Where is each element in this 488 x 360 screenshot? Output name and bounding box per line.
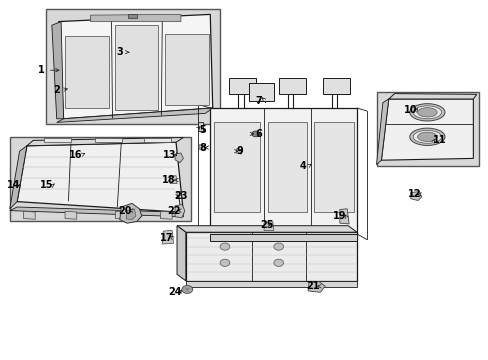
Polygon shape xyxy=(120,203,142,223)
Ellipse shape xyxy=(409,128,444,145)
Polygon shape xyxy=(90,14,181,22)
Polygon shape xyxy=(65,211,77,219)
Text: 4: 4 xyxy=(299,161,306,171)
Text: 22: 22 xyxy=(166,206,180,216)
Polygon shape xyxy=(278,78,305,94)
Polygon shape xyxy=(57,108,212,122)
Polygon shape xyxy=(264,222,273,230)
Text: 15: 15 xyxy=(40,180,53,190)
Bar xyxy=(46,9,220,124)
Polygon shape xyxy=(185,232,356,281)
Polygon shape xyxy=(10,146,27,209)
Text: 3: 3 xyxy=(116,47,123,57)
Circle shape xyxy=(273,259,283,266)
Polygon shape xyxy=(175,204,184,218)
Polygon shape xyxy=(170,176,177,184)
Polygon shape xyxy=(177,226,356,232)
Text: 12: 12 xyxy=(407,189,421,199)
Circle shape xyxy=(220,243,229,250)
Polygon shape xyxy=(249,83,273,101)
Text: 1: 1 xyxy=(38,65,45,75)
Text: 18: 18 xyxy=(162,175,175,185)
Polygon shape xyxy=(115,211,127,219)
Text: 14: 14 xyxy=(7,180,20,190)
Text: 7: 7 xyxy=(255,96,262,106)
Polygon shape xyxy=(267,122,306,212)
Ellipse shape xyxy=(417,108,436,117)
Text: 24: 24 xyxy=(167,287,181,297)
Polygon shape xyxy=(23,211,35,219)
Polygon shape xyxy=(160,211,172,219)
Polygon shape xyxy=(115,25,158,110)
Polygon shape xyxy=(236,149,241,154)
Polygon shape xyxy=(339,209,348,224)
Polygon shape xyxy=(381,99,472,160)
Text: 17: 17 xyxy=(159,233,173,243)
Polygon shape xyxy=(65,36,108,108)
Polygon shape xyxy=(162,230,173,244)
Polygon shape xyxy=(388,94,476,99)
Text: 9: 9 xyxy=(236,146,243,156)
Text: 13: 13 xyxy=(163,150,177,160)
Circle shape xyxy=(273,243,283,250)
Polygon shape xyxy=(128,14,137,18)
Polygon shape xyxy=(175,153,183,163)
Text: 2: 2 xyxy=(53,85,60,95)
Ellipse shape xyxy=(412,106,441,119)
Text: 21: 21 xyxy=(305,281,319,291)
Polygon shape xyxy=(198,122,203,131)
Polygon shape xyxy=(44,138,71,142)
Polygon shape xyxy=(214,122,260,212)
Polygon shape xyxy=(314,122,353,212)
Polygon shape xyxy=(228,78,255,94)
Text: 8: 8 xyxy=(199,143,206,153)
Polygon shape xyxy=(95,138,122,142)
Ellipse shape xyxy=(417,132,436,141)
Text: 25: 25 xyxy=(259,220,273,230)
Polygon shape xyxy=(144,138,171,142)
Polygon shape xyxy=(177,226,185,281)
Text: 20: 20 xyxy=(118,206,131,216)
Polygon shape xyxy=(27,138,183,146)
Polygon shape xyxy=(177,192,181,196)
Polygon shape xyxy=(185,281,356,287)
Polygon shape xyxy=(52,22,63,119)
Circle shape xyxy=(220,259,229,266)
Text: 6: 6 xyxy=(255,129,262,139)
Polygon shape xyxy=(410,192,421,201)
Polygon shape xyxy=(165,34,209,105)
Text: 16: 16 xyxy=(69,150,82,160)
Ellipse shape xyxy=(409,104,444,121)
Polygon shape xyxy=(307,282,325,292)
Polygon shape xyxy=(322,78,349,94)
Bar xyxy=(376,92,478,166)
Text: 10: 10 xyxy=(403,105,417,115)
Polygon shape xyxy=(59,14,212,119)
Polygon shape xyxy=(126,209,136,220)
Circle shape xyxy=(182,285,192,293)
Ellipse shape xyxy=(412,130,441,143)
Text: 23: 23 xyxy=(174,191,187,201)
Polygon shape xyxy=(210,108,356,234)
Polygon shape xyxy=(376,99,388,165)
Polygon shape xyxy=(17,142,183,212)
Text: 19: 19 xyxy=(332,211,346,221)
Text: 11: 11 xyxy=(432,135,446,145)
Text: 5: 5 xyxy=(199,125,206,135)
Circle shape xyxy=(251,131,259,137)
Polygon shape xyxy=(199,145,204,150)
Bar xyxy=(10,137,190,221)
Polygon shape xyxy=(210,234,356,241)
Polygon shape xyxy=(10,207,183,217)
